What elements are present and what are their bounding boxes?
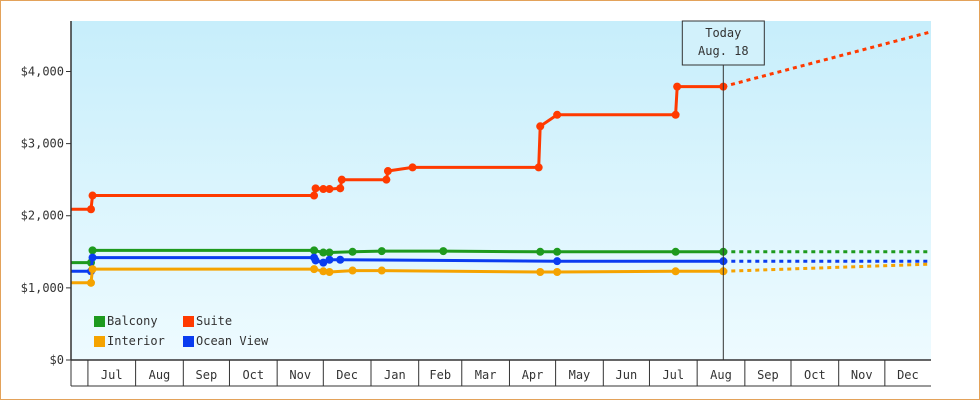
data-point-suite bbox=[88, 191, 97, 200]
series-line-suite bbox=[71, 85, 724, 211]
data-point-suite bbox=[382, 175, 391, 184]
data-point-suite bbox=[408, 163, 417, 172]
month-label: Dec bbox=[897, 368, 919, 382]
legend-swatch-balcony bbox=[94, 316, 105, 327]
data-point-balcony bbox=[377, 247, 386, 256]
legend-swatch-suite bbox=[183, 316, 194, 327]
month-label: Feb bbox=[429, 368, 451, 382]
data-point-interior bbox=[536, 268, 545, 277]
data-point-balcony bbox=[310, 246, 319, 255]
legend-swatch-ocean-view bbox=[183, 336, 194, 347]
month-label: Sep bbox=[757, 368, 779, 382]
data-point-interior bbox=[377, 266, 386, 275]
legend-label-suite: Suite bbox=[196, 314, 232, 328]
data-point-suite bbox=[325, 185, 334, 194]
data-point-suite bbox=[337, 175, 346, 184]
month-label: Jun bbox=[616, 368, 638, 382]
data-point-interior bbox=[348, 266, 357, 275]
month-label: Mar bbox=[475, 368, 497, 382]
data-point-balcony bbox=[553, 247, 562, 256]
data-point-suite bbox=[336, 184, 345, 193]
month-label: Nov bbox=[289, 368, 311, 382]
legend-label-ocean-view: Ocean View bbox=[196, 334, 269, 348]
y-tick-label: $1,000 bbox=[21, 281, 64, 295]
legend-label-interior: Interior bbox=[107, 334, 165, 348]
data-point-suite bbox=[311, 184, 320, 193]
data-point-ocean-view bbox=[553, 257, 562, 266]
data-point-balcony bbox=[536, 247, 545, 256]
today-label: Today bbox=[705, 26, 741, 40]
today-box bbox=[681, 20, 765, 66]
month-label: Aug bbox=[149, 368, 171, 382]
month-label: Apr bbox=[522, 368, 544, 382]
month-label: Jul bbox=[662, 368, 684, 382]
data-point-suite bbox=[87, 205, 95, 214]
data-point-suite bbox=[671, 110, 680, 119]
data-point-interior bbox=[325, 268, 334, 277]
data-point-ocean-view bbox=[311, 256, 320, 265]
y-tick-label: $3,000 bbox=[21, 137, 64, 151]
forecast-line-interior bbox=[723, 262, 932, 273]
legend-label-balcony: Balcony bbox=[107, 314, 158, 328]
data-point-suite bbox=[319, 185, 328, 194]
forecast-line-suite bbox=[722, 30, 932, 89]
data-point-interior bbox=[319, 267, 328, 276]
data-point-interior bbox=[87, 278, 95, 287]
month-label: Sep bbox=[196, 368, 218, 382]
data-point-balcony bbox=[319, 248, 328, 257]
data-point-suite bbox=[553, 110, 562, 119]
data-point-interior bbox=[671, 267, 680, 276]
legend-swatch-interior bbox=[94, 336, 105, 347]
data-point-interior bbox=[88, 265, 97, 274]
month-label: Aug bbox=[710, 368, 732, 382]
data-point-ocean-view bbox=[319, 258, 328, 267]
data-point-balcony bbox=[348, 247, 357, 256]
data-point-balcony bbox=[325, 248, 334, 257]
y-tick-label: $2,000 bbox=[21, 209, 64, 223]
data-point-ocean-view bbox=[336, 255, 345, 264]
today-date: Aug. 18 bbox=[698, 44, 749, 58]
data-point-suite bbox=[536, 122, 545, 131]
data-point-interior bbox=[553, 268, 562, 277]
data-point-balcony bbox=[88, 246, 97, 255]
data-point-suite bbox=[534, 163, 543, 172]
month-label: Dec bbox=[336, 368, 358, 382]
month-label: Oct bbox=[242, 368, 264, 382]
data-point-suite bbox=[383, 167, 392, 176]
data-point-interior bbox=[310, 265, 319, 274]
month-label: Nov bbox=[851, 368, 873, 382]
month-label: May bbox=[569, 368, 591, 382]
data-point-suite bbox=[310, 191, 319, 200]
data-point-balcony bbox=[439, 247, 448, 256]
month-label: Jul bbox=[101, 368, 123, 382]
data-point-ocean-view bbox=[88, 253, 97, 262]
data-point-suite bbox=[673, 82, 682, 91]
plot-area bbox=[71, 21, 931, 360]
month-label: Jan bbox=[384, 368, 406, 382]
data-point-ocean-view bbox=[325, 255, 334, 264]
y-tick-label: $4,000 bbox=[21, 64, 64, 78]
y-tick-label: $0 bbox=[50, 353, 64, 367]
month-label: Oct bbox=[804, 368, 826, 382]
data-point-balcony bbox=[671, 247, 680, 256]
